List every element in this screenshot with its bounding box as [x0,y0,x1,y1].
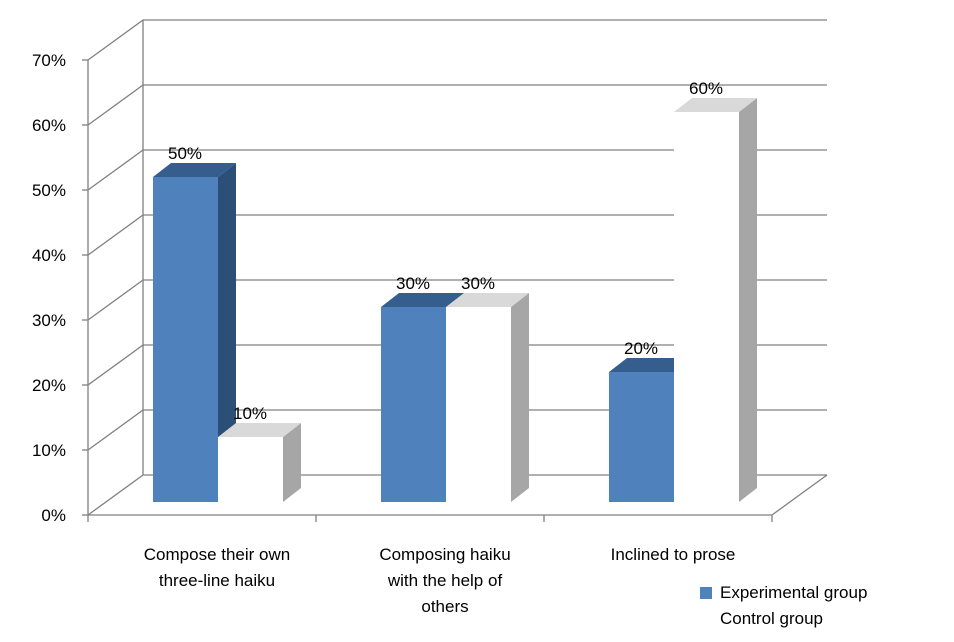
y-tick-labels: 0% 10% 20% 30% 40% 50% 60% 70% [32,51,66,525]
data-labels: 50% 30% 20% 10% 30% 60% [168,79,723,423]
data-label: 30% [396,274,430,293]
legend-swatch-control [700,613,712,625]
legend-item-experimental: Experimental group [700,580,867,606]
bar-side [218,163,236,502]
bar [381,307,446,502]
legend-item-control: Control group [700,606,867,632]
data-label: 30% [461,274,495,293]
y-tick-label: 0% [41,506,66,525]
category-label: Composing haiku [379,545,510,564]
bar [446,307,511,502]
data-label: 60% [689,79,723,98]
category-label: with the help of [387,571,503,590]
bar [609,372,674,502]
bar-top [609,358,692,372]
bar [218,437,283,502]
category-label: Inclined to prose [611,545,736,564]
bar-top [674,98,757,112]
bar-side [739,98,757,502]
bar-top [218,423,301,437]
axes [82,20,828,522]
data-label: 20% [624,339,658,358]
category-label: three-line haiku [159,571,275,590]
legend-label-control: Control group [720,609,824,628]
gridline [87,19,827,61]
category-label: Compose their own [144,545,290,564]
bars [153,98,757,502]
y-tick-label: 60% [32,116,66,135]
y-tick-label: 20% [32,376,66,395]
legend-swatch-experimental [700,587,712,599]
y-tick-label: 70% [32,51,66,70]
bar-side [511,293,529,502]
legend: Experimental group Control group [700,580,867,632]
bar-top [153,163,236,177]
y-tick-label: 40% [32,246,66,265]
bar [153,177,218,502]
y-tick-label: 10% [32,441,66,460]
y-tick-label: 50% [32,181,66,200]
data-label: 50% [168,144,202,163]
bar [674,112,739,502]
category-label: others [421,597,468,616]
data-label: 10% [233,404,267,423]
bar-top [381,293,464,307]
bar-top [446,293,529,307]
bar-side [283,423,301,502]
legend-label-experimental: Experimental group [720,583,868,602]
y-tick-label: 30% [32,311,66,330]
category-labels: Compose their own three-line haiku Composi… [144,545,736,616]
